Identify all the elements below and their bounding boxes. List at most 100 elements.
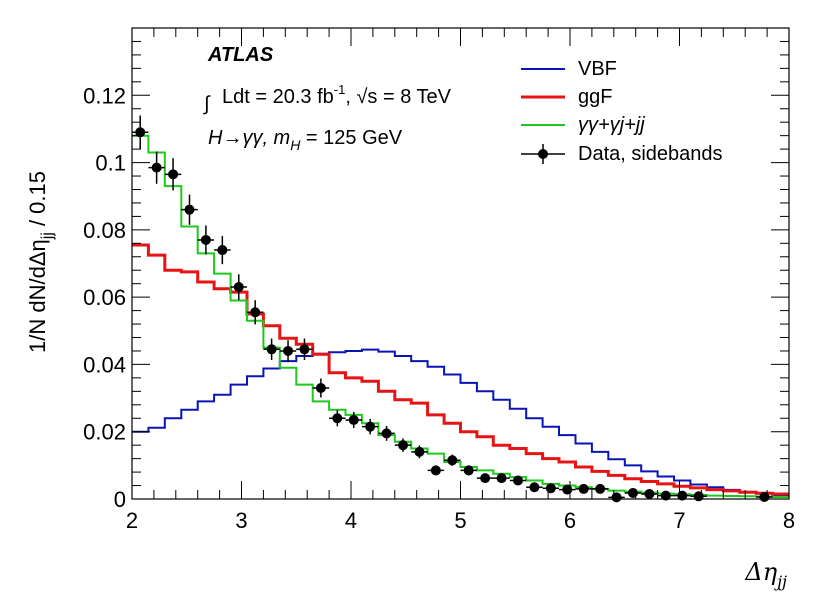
data-point-marker	[627, 487, 638, 498]
data-point	[329, 410, 346, 427]
data-point-marker	[250, 307, 261, 318]
legend-entry: Data, sidebands	[521, 143, 723, 165]
data-point-marker	[381, 428, 392, 439]
data-point-marker	[184, 204, 195, 215]
data-point-marker	[447, 455, 458, 466]
series-ggf-line	[132, 243, 789, 496]
x-tick-label: 8	[783, 508, 795, 533]
data-point-marker	[693, 491, 704, 502]
data-point	[296, 338, 313, 361]
data-point	[263, 338, 280, 361]
experiment-label: ATLAS	[207, 44, 274, 66]
y-tick-label: 0.08	[83, 218, 126, 243]
data-point	[214, 235, 231, 265]
data-point	[591, 483, 609, 494]
data-point	[493, 473, 510, 484]
data-point	[575, 483, 592, 494]
integral-symbol: ∫	[203, 93, 211, 115]
x-tick-label: 6	[564, 508, 576, 533]
data-point	[164, 158, 182, 191]
y-axis-label: 1/N dN/dΔηjj / 0.15	[25, 171, 56, 353]
legend-entry: VBF	[521, 58, 617, 80]
data-point-marker	[578, 483, 589, 494]
data-point-marker	[529, 482, 540, 493]
axes-layer: 2 3 4 5 6 7 8 0 0.02 0.04 0.06 0.08 0.1 0.12	[83, 27, 795, 533]
data-point	[246, 300, 264, 325]
x-axis-label: Δηjj	[744, 558, 787, 591]
data-point	[427, 465, 445, 476]
legend-swatch-marker	[538, 149, 548, 159]
legend-label: Data, sidebands	[578, 143, 723, 165]
data-point	[641, 488, 658, 499]
data-point	[230, 274, 247, 300]
data-point-marker	[414, 446, 425, 457]
y-tick-label: 0.04	[83, 352, 126, 377]
y-tick-label: 0.1	[95, 151, 126, 176]
data-point	[197, 225, 215, 255]
data-point	[509, 475, 527, 486]
data-point	[148, 151, 165, 184]
y-tick-label: 0.06	[83, 285, 126, 310]
data-point-marker	[430, 465, 441, 476]
data-point-marker	[480, 473, 491, 484]
data-point-marker	[348, 414, 359, 425]
data-point-marker	[496, 473, 507, 484]
data-points-layer	[132, 115, 773, 503]
series-layer	[132, 134, 789, 498]
data-point-marker	[545, 483, 556, 494]
data-point	[394, 438, 412, 452]
data-point	[444, 454, 461, 467]
legend-label: VBF	[578, 58, 617, 80]
data-point-marker	[644, 488, 655, 499]
data-point-marker	[168, 169, 179, 180]
data-point-marker	[217, 245, 228, 256]
data-point-marker	[283, 345, 294, 356]
data-point	[279, 340, 297, 362]
legend-entry: ggF	[521, 86, 612, 108]
labels-layer: Δηjj 1/N dN/dΔηjj / 0.15 ATLAS ∫ Ldt = 20.3 …	[25, 44, 787, 591]
data-point	[690, 491, 707, 502]
series--j-jj-line	[132, 134, 789, 498]
x-tick-label: 2	[126, 508, 138, 533]
luminosity-label: Ldt = 20.3 fb-1, √s = 8 TeV	[222, 82, 452, 108]
data-point-marker	[595, 483, 606, 494]
data-point-marker	[398, 440, 409, 451]
data-point-marker	[611, 492, 622, 503]
y-tick-label: 0	[114, 487, 126, 512]
data-point-marker	[266, 344, 277, 355]
x-tick-label: 7	[673, 508, 685, 533]
process-label: H→γγ, mH = 125 GeV	[208, 127, 403, 153]
legend-label: ggF	[578, 86, 612, 108]
data-point	[181, 194, 198, 225]
data-point-marker	[200, 234, 211, 245]
data-point	[460, 465, 477, 476]
data-point	[657, 490, 675, 501]
x-tick-label: 3	[235, 508, 247, 533]
data-point-marker	[299, 344, 310, 355]
data-point-marker	[562, 484, 573, 495]
data-point-marker	[759, 491, 770, 502]
data-point-marker	[315, 382, 326, 393]
series-vbf-line	[132, 348, 789, 496]
data-point-marker	[463, 465, 474, 476]
data-point-marker	[332, 413, 343, 424]
x-tick-label: 4	[345, 508, 357, 533]
legend-label: γγ+γj+jj	[578, 114, 645, 136]
data-point	[608, 492, 625, 503]
data-point	[624, 487, 642, 498]
data-point-marker	[233, 282, 244, 293]
data-point	[345, 411, 362, 429]
data-point-marker	[365, 421, 376, 432]
data-point-marker	[660, 490, 671, 501]
data-point	[312, 378, 330, 398]
data-point	[476, 473, 494, 484]
legend: VBF ggF γγ+γj+jj Data, sidebands	[521, 58, 723, 165]
data-point	[411, 445, 428, 459]
legend-entry: γγ+γj+jj	[521, 114, 645, 136]
data-point	[132, 115, 149, 150]
data-point-marker	[135, 127, 146, 138]
y-tick-label: 0.02	[83, 420, 126, 445]
data-point	[378, 425, 395, 441]
data-point-marker	[151, 162, 162, 173]
